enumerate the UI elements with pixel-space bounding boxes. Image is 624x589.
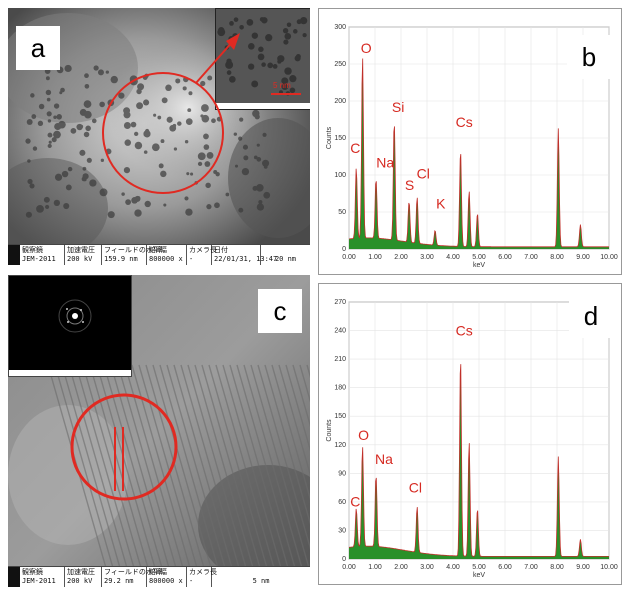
element-label: O <box>361 40 372 56</box>
highlight-circle-a <box>102 72 224 194</box>
y-tick-label: 300 <box>334 24 346 31</box>
x-tick-label: 6.00 <box>498 254 512 261</box>
eds-panel-d: 0 30 60 90 120 150 180 210 240 270 0.00 1.00 2.00 3.0… <box>318 283 622 585</box>
meta-bar-a: 観察鏡 JEM-2011 加速電圧 200 kV フィールドの水平幅 159.9 nm… <box>8 244 310 265</box>
eds-chart-b: 0 50 100 150 200 250 300 0.00 1.00 2.00 3.00 4.00 5.… <box>326 24 618 269</box>
element-label: K <box>436 195 446 211</box>
y-tick-label: 50 <box>338 209 346 216</box>
y-tick-label: 270 <box>334 299 346 306</box>
y-tick-label: 210 <box>334 356 346 363</box>
x-tick-label: 4.00 <box>446 254 460 261</box>
jeol-logo-icon <box>8 567 20 587</box>
inset-image-a: 5 nm <box>215 8 310 110</box>
x-tick-label: 8.00 <box>550 564 564 571</box>
spectrum-trace <box>349 58 609 248</box>
x-tick-label: 1.00 <box>368 254 382 261</box>
x-tick-label: 0.00 <box>342 254 356 261</box>
tem-panel-c: c 観察鏡 JEM-2011 加速電圧 200 kV フィールドの水平幅 29.2 n… <box>8 275 310 587</box>
arrow-line-a <box>195 39 235 84</box>
y-axis-label: Counts <box>326 419 333 442</box>
x-tick-label: 10.00 <box>600 564 618 571</box>
inset-scale-label: 5 nm <box>273 81 291 90</box>
x-tick-label: 3.00 <box>420 564 434 571</box>
x-tick-label: 10.00 <box>600 254 618 261</box>
x-tick-label: 7.00 <box>524 564 538 571</box>
tem-panel-a: a 5 nm 観察鏡 JEM-2011 加速電圧 200 kV フィールドの水平幅 1… <box>8 8 310 265</box>
x-tick-label: 9.00 <box>576 564 590 571</box>
spectrum-fill <box>349 58 609 249</box>
panel-letter-d: d <box>569 294 613 338</box>
x-tick-label: 7.00 <box>524 254 538 261</box>
jeol-logo-icon <box>8 245 20 265</box>
element-label: O <box>358 427 369 443</box>
spectrum-fill <box>349 364 609 559</box>
spectrum-trace <box>349 364 609 557</box>
element-label: Na <box>375 451 393 467</box>
element-label: C <box>350 494 360 510</box>
y-tick-label: 0 <box>342 556 346 563</box>
y-tick-label: 100 <box>334 172 346 179</box>
x-tick-label: 5.00 <box>472 254 486 261</box>
y-tick-label: 240 <box>334 328 346 335</box>
y-tick-label: 150 <box>334 413 346 420</box>
x-tick-label: 0.00 <box>342 564 356 571</box>
element-label: Cs <box>456 114 473 130</box>
arrow-head-a <box>226 33 240 50</box>
element-label: Si <box>392 99 404 115</box>
x-tick-label: 1.00 <box>368 564 382 571</box>
element-label: Cl <box>417 166 430 182</box>
eds-panel-b: 0 50 100 150 200 250 300 0.00 1.00 2.00 3.00 4.00 5.… <box>318 8 622 275</box>
x-tick-label: 5.00 <box>472 564 486 571</box>
x-tick-label: 2.00 <box>394 254 408 261</box>
panel-letter-c: c <box>258 289 302 333</box>
x-tick-label: 4.00 <box>446 564 460 571</box>
y-tick-label: 60 <box>338 499 346 506</box>
x-axis-label: keV <box>473 262 485 269</box>
panel-letter-a: a <box>16 26 60 70</box>
eds-chart-d: 0 30 60 90 120 150 180 210 240 270 0.00 1.00 2.00 3.0… <box>326 299 618 579</box>
x-tick-label: 6.00 <box>498 564 512 571</box>
y-axis-label: Counts <box>326 126 333 149</box>
element-label: Cl <box>409 479 422 495</box>
element-label: S <box>405 177 414 193</box>
meta-bar-c: 観察鏡 JEM-2011 加速電圧 200 kV フィールドの水平幅 29.2 nm … <box>8 566 310 587</box>
x-tick-label: 2.00 <box>394 564 408 571</box>
y-tick-label: 120 <box>334 442 346 449</box>
y-tick-label: 200 <box>334 98 346 105</box>
element-label: C <box>350 140 360 156</box>
panel-letter-b: b <box>567 35 611 79</box>
y-tick-label: 30 <box>338 527 346 534</box>
y-tick-label: 250 <box>334 61 346 68</box>
highlight-circle-c <box>70 393 178 501</box>
saed-inset <box>8 275 132 377</box>
x-axis-label: keV <box>473 572 485 579</box>
y-tick-label: 180 <box>334 385 346 392</box>
x-tick-label: 9.00 <box>576 254 590 261</box>
y-tick-label: 0 <box>342 246 346 253</box>
annotation-overlay-c <box>70 393 178 501</box>
y-tick-label: 90 <box>338 470 346 477</box>
element-label: Na <box>376 155 394 171</box>
x-tick-label: 8.00 <box>550 254 564 261</box>
element-label: Cs <box>456 322 473 338</box>
y-tick-label: 150 <box>334 135 346 142</box>
x-tick-label: 3.00 <box>420 254 434 261</box>
annotation-overlay-a <box>102 33 240 194</box>
